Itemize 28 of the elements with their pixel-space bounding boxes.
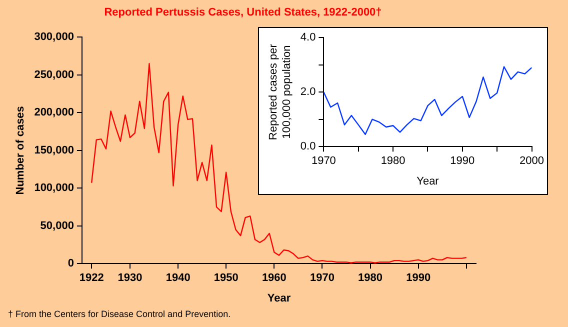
y-axis-title: Number of cases [14, 106, 27, 195]
y-tick-label: 250,000 [34, 68, 74, 81]
x-tick-label: 1970 [311, 155, 336, 168]
y-axis-title: Reported cases per 100,000 population [268, 44, 293, 140]
text: † From the Centers for Disease Control and Prevention. [8, 308, 231, 319]
x-tick-label: 1940 [166, 272, 190, 284]
x-tick-label: 1930 [118, 272, 142, 284]
y-tick-label: 300,000 [34, 31, 74, 44]
chart-title: Reported Pertussis Cases, United States, 1922-2000† [104, 6, 382, 19]
y-tick-label: 100,000 [34, 182, 74, 194]
y-tick-label: 0.0 [300, 140, 316, 153]
x-tick-label: 1990 [406, 272, 431, 284]
y-tick-label: 50,000 [40, 220, 74, 232]
x-tick-label: 1922 [79, 272, 104, 284]
y-tick-label: 200,000 [34, 106, 74, 119]
x-tick-label: 1990 [450, 155, 475, 168]
x-axis-title: Year [416, 175, 440, 188]
x-tick-label: 1970 [310, 272, 334, 284]
x-tick-label: 1980 [358, 272, 383, 284]
x-axis-title: Year [267, 292, 292, 304]
x-tick-label: 1980 [380, 155, 406, 168]
y-tick-label: 0 [68, 258, 74, 270]
y-tick-label: 4.0 [300, 32, 316, 44]
x-tick-label: 2000 [520, 155, 544, 168]
x-tick-label: 1950 [214, 272, 238, 284]
y-tick-label: 2.0 [300, 86, 316, 98]
x-tick-label: 1960 [262, 272, 286, 284]
y-tick-label: 150,000 [34, 144, 74, 156]
